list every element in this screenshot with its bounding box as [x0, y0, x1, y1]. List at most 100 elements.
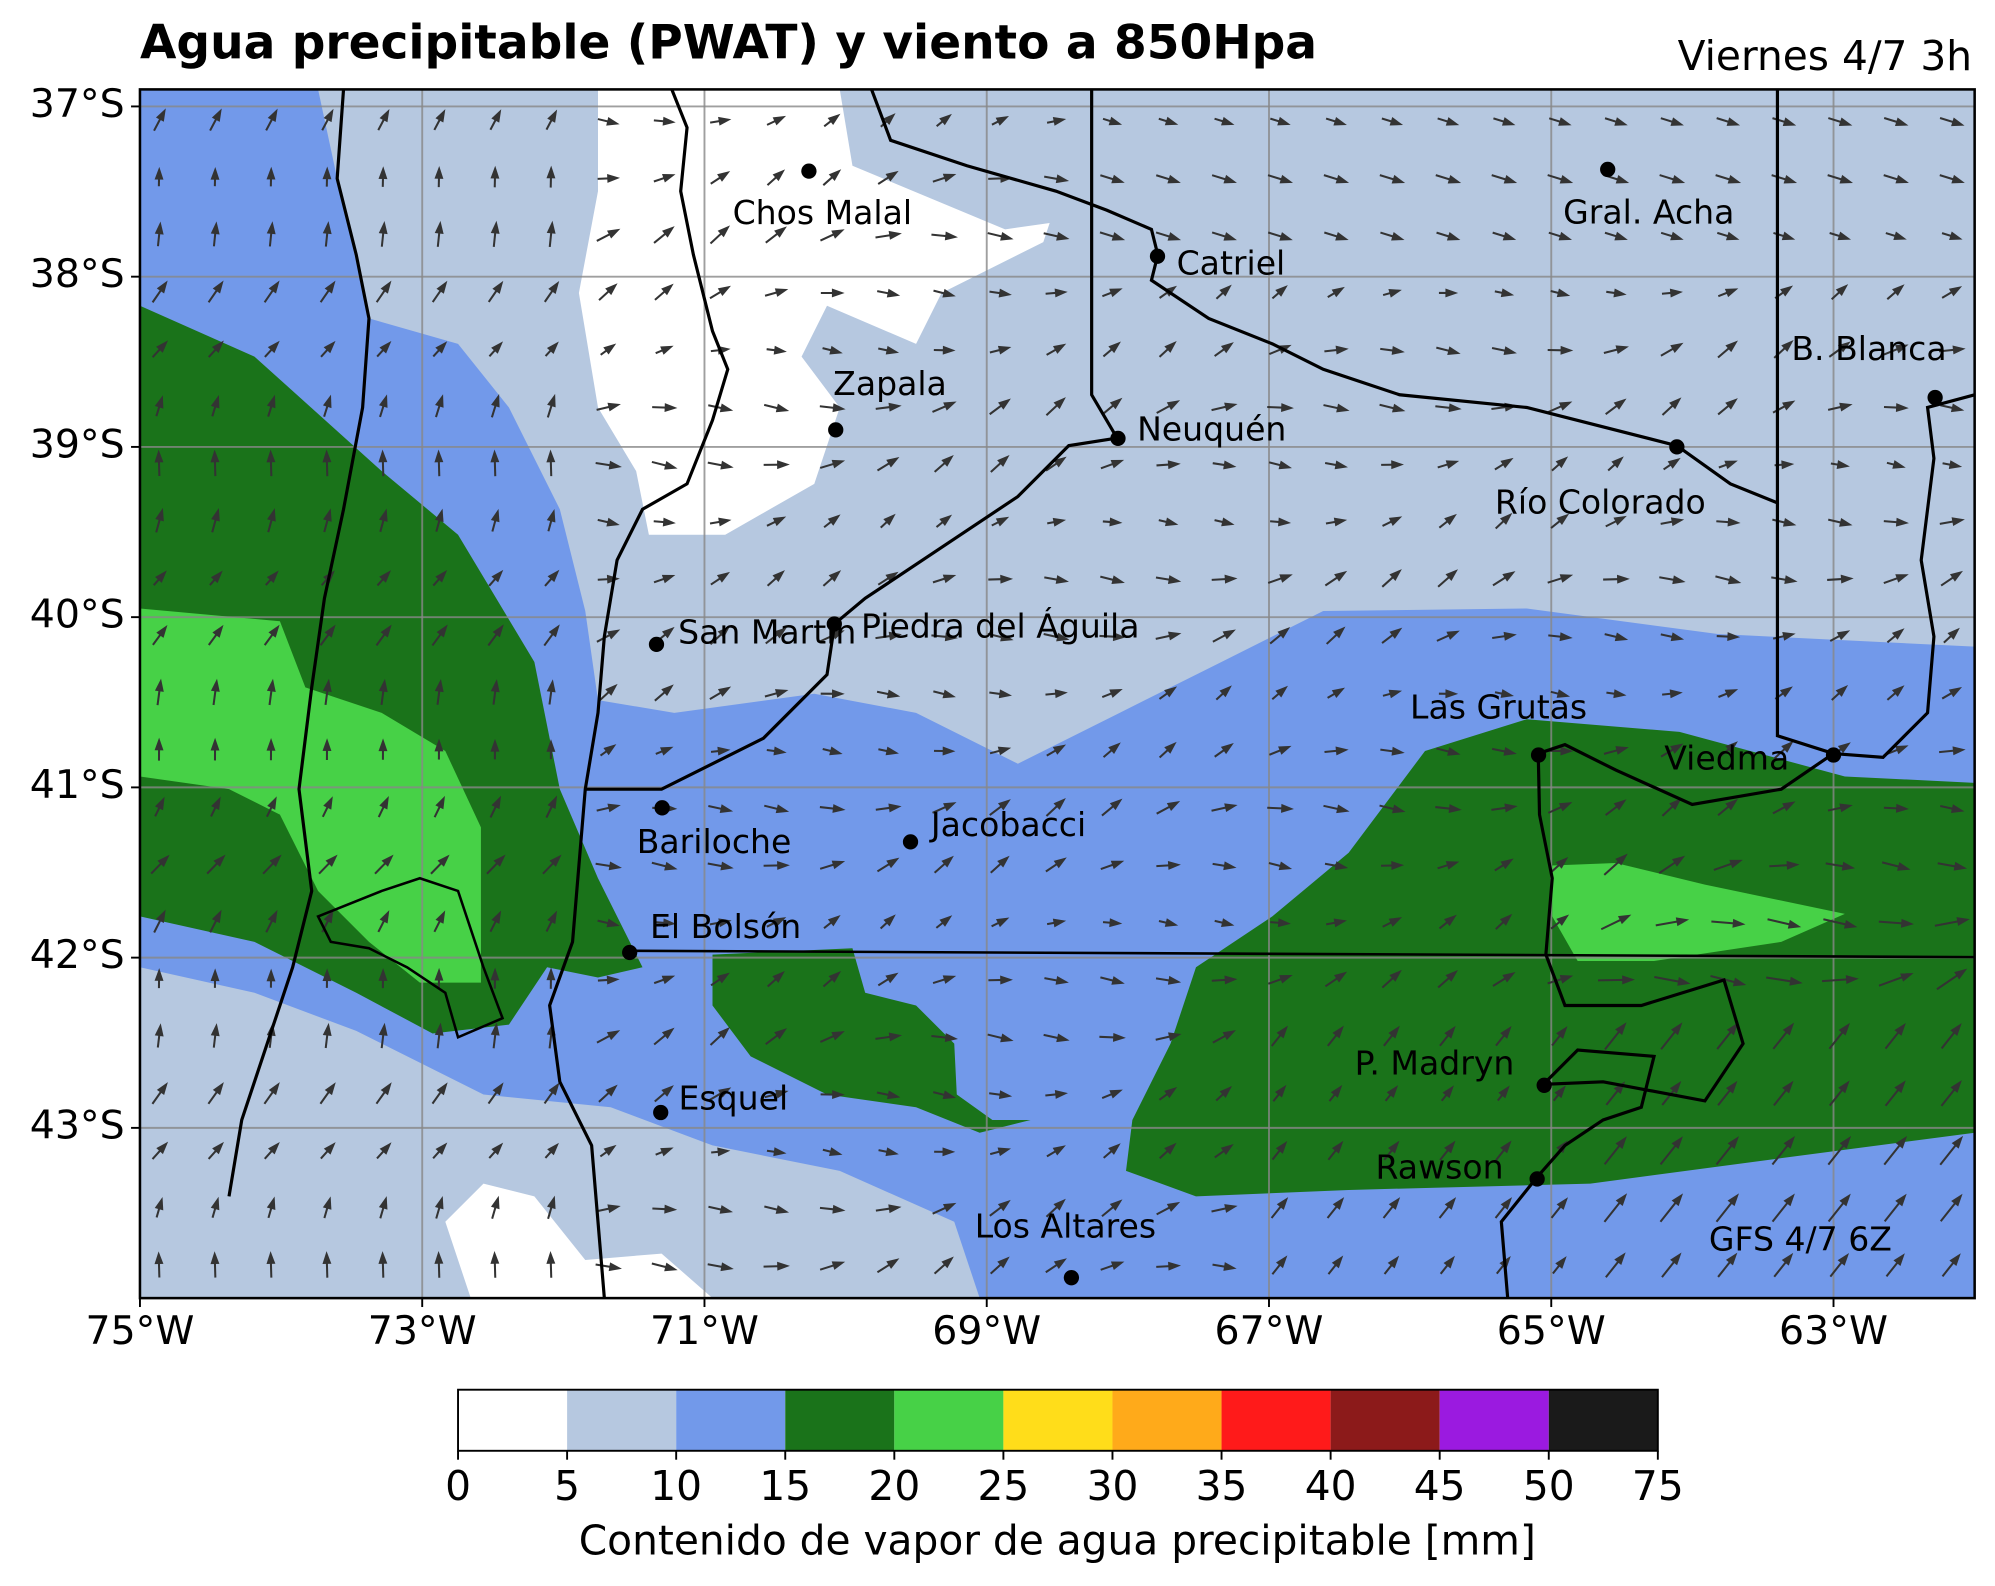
- wind-arrow-head: [1614, 231, 1628, 241]
- wind-arrow-head: [887, 1090, 901, 1100]
- wind-arrow-head: [1054, 288, 1068, 298]
- wind-arrow-head: [1781, 740, 1794, 753]
- wind-arrow-head: [324, 1082, 336, 1096]
- wind-arrow-head: [1893, 231, 1907, 241]
- wind-arrow-head: [1951, 517, 1965, 527]
- wind-arrow-head: [1556, 1026, 1568, 1039]
- wind-arrow-head: [1164, 741, 1177, 754]
- wind-arrow-head: [1670, 342, 1684, 353]
- wind-arrow-head: [1615, 746, 1629, 755]
- wind-arrow-head: [941, 1256, 954, 1269]
- wind-arrow-head: [546, 967, 556, 981]
- wind-arrow-head: [1781, 460, 1795, 470]
- wind-arrow-head: [716, 972, 730, 984]
- wind-arrow-head: [1782, 1022, 1795, 1036]
- wind-arrow-head: [155, 909, 166, 924]
- wind-arrow-head: [1669, 1081, 1682, 1094]
- wind-arrow-head: [1724, 689, 1739, 698]
- wind-arrow-head: [1837, 341, 1851, 353]
- wind-arrow-head: [1500, 1025, 1512, 1039]
- wind-arrow-head: [1614, 1252, 1626, 1266]
- wind-arrow-head: [211, 909, 222, 924]
- wind-arrow-head: [1164, 517, 1179, 527]
- wind-arrow-head: [1502, 571, 1516, 582]
- wind-arrow-head: [1053, 797, 1066, 810]
- wind-arrow-head: [1949, 1253, 1961, 1267]
- wind-arrow-head: [156, 280, 168, 294]
- wind-arrow-head: [661, 1085, 674, 1097]
- wind-arrow-head: [435, 795, 445, 810]
- wind-arrow-head: [1279, 574, 1293, 583]
- wind-arrow-head: [1781, 339, 1794, 352]
- wind-arrow-head: [1054, 1090, 1068, 1099]
- wind-arrow-head: [607, 228, 621, 239]
- wind-arrow-head: [1108, 341, 1121, 354]
- wind-arrow-head: [1951, 1135, 1964, 1149]
- wind-arrow-head: [774, 226, 787, 238]
- wind-arrow-head: [324, 280, 336, 294]
- wind-arrow-head: [1224, 803, 1238, 813]
- y-tick-label: 41°S: [30, 762, 125, 808]
- wind-arrow-head: [547, 569, 560, 583]
- wind-arrow-head: [379, 910, 390, 924]
- wind-arrow-head: [212, 280, 224, 294]
- wind-arrow-head: [942, 1147, 956, 1157]
- wind-arrow-head: [1334, 460, 1348, 470]
- wind-arrow-head: [829, 345, 843, 355]
- pwat-0-5: [578, 89, 1050, 535]
- wind-arrow-head: [1725, 798, 1738, 811]
- wind-arrow-head: [434, 508, 444, 523]
- wind-arrow-head: [1725, 340, 1738, 353]
- wind-arrow-head: [1895, 1135, 1908, 1149]
- wind-arrow-head: [1224, 1204, 1238, 1213]
- wind-arrow-head: [1053, 857, 1067, 869]
- wind-arrow-head: [1386, 1085, 1399, 1098]
- wind-arrow-head: [1560, 345, 1574, 355]
- wind-arrow-head: [1443, 1255, 1455, 1269]
- wind-arrow-head: [1617, 914, 1632, 925]
- axes: 75°W 73°W 71°W 69°W 67°W 65°W 63°W 37°S 38°S 39°S…: [30, 81, 1888, 1354]
- wind-arrow-head: [1838, 1080, 1850, 1094]
- wind-arrow-head: [885, 571, 899, 583]
- wind-arrow-head: [1277, 627, 1291, 639]
- wind-arrow-head: [434, 738, 444, 752]
- wind-arrow-head: [1895, 403, 1909, 413]
- x-tick-label: 75°W: [86, 1308, 195, 1354]
- wind-arrow-head: [1444, 1140, 1456, 1154]
- wind-arrow-head: [1223, 861, 1237, 871]
- wind-arrow-head: [607, 402, 621, 412]
- wind-arrow-head: [322, 221, 332, 235]
- wind-arrow-head: [1670, 231, 1684, 241]
- wind-arrow-head: [720, 1262, 734, 1272]
- wind-arrow-head: [1556, 689, 1571, 698]
- wind-arrow-head: [1334, 971, 1348, 983]
- wind-arrow-head: [378, 1196, 388, 1210]
- wind-arrow-head: [1727, 575, 1742, 585]
- wind-arrow-head: [1891, 628, 1905, 640]
- wind-arrow-head: [1725, 1252, 1738, 1266]
- wind-arrow-head: [888, 230, 902, 240]
- wind-arrow-head: [154, 449, 164, 463]
- wind-arrow-head: [1894, 1080, 1906, 1094]
- wind-arrow-head: [1388, 516, 1403, 526]
- wind-arrow-head: [1503, 346, 1517, 355]
- wind-arrow-head: [1224, 975, 1238, 985]
- wind-arrow-head: [1056, 1033, 1070, 1043]
- wind-arrow-head: [1222, 1030, 1236, 1041]
- wind-arrow-head: [660, 746, 674, 756]
- wind-arrow-head: [1726, 1022, 1739, 1036]
- wind-arrow-head: [378, 449, 388, 463]
- wind-arrow-head: [939, 514, 953, 526]
- city-label: Catriel: [1177, 244, 1286, 283]
- wind-arrow-head: [210, 1023, 220, 1037]
- wind-arrow-head: [1275, 685, 1288, 698]
- wind-arrow-head: [997, 454, 1010, 467]
- wind-arrow-head: [1274, 1084, 1287, 1098]
- wind-arrow-head: [1956, 917, 1970, 926]
- wind-arrow-head: [1052, 918, 1067, 928]
- wind-arrow-head: [1725, 741, 1738, 753]
- wind-arrow-head: [1949, 570, 1963, 582]
- wind-arrow-head: [1052, 517, 1067, 527]
- y-tick-label: 43°S: [30, 1102, 125, 1148]
